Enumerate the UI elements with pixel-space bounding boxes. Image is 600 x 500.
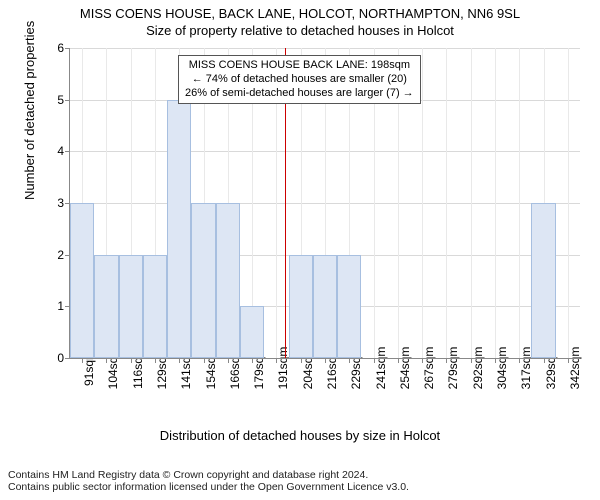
y-tick-label: 6: [50, 41, 64, 55]
footer-line1: Contains HM Land Registry data © Crown c…: [8, 469, 592, 482]
chart-title-main: MISS COENS HOUSE, BACK LANE, HOLCOT, NOR…: [0, 0, 600, 21]
annotation-line: 26% of semi-detached houses are larger (…: [185, 87, 414, 101]
annotation-line: ← 74% of detached houses are smaller (20…: [185, 73, 414, 87]
x-tick-label: 292sqm: [471, 347, 485, 390]
x-tick-label: 267sqm: [422, 347, 436, 390]
x-axis-line: [70, 358, 580, 359]
y-tick-label: 4: [50, 144, 64, 158]
bar: [94, 255, 118, 358]
chart-container: MISS COENS HOUSE, BACK LANE, HOLCOT, NOR…: [0, 0, 600, 500]
y-tick-label: 2: [50, 248, 64, 262]
bar: [119, 255, 143, 358]
bar: [313, 255, 337, 358]
x-tick-label: 254sqm: [398, 347, 412, 390]
x-tick-label: 342sqm: [568, 347, 582, 390]
y-axis-line: [69, 48, 70, 358]
gridline-v: [568, 48, 569, 358]
bar: [216, 203, 240, 358]
x-tick-label: 304sqm: [495, 347, 509, 390]
bar: [70, 203, 94, 358]
x-tick-label: 241sqm: [374, 347, 388, 390]
bar: [240, 306, 264, 358]
x-tick-label: 279sqm: [446, 347, 460, 390]
y-axis-label: Number of detached properties: [22, 21, 37, 200]
gridline-v: [422, 48, 423, 358]
bar: [167, 100, 191, 358]
bar: [289, 255, 313, 358]
gridline-v: [495, 48, 496, 358]
chart-title-sub: Size of property relative to detached ho…: [0, 21, 600, 38]
footer-line2: Contains public sector information licen…: [8, 481, 592, 494]
bar: [531, 203, 555, 358]
bar: [191, 203, 215, 358]
y-tick-label: 3: [50, 196, 64, 210]
bar: [143, 255, 167, 358]
gridline-v: [471, 48, 472, 358]
x-axis-label: Distribution of detached houses by size …: [0, 428, 600, 443]
y-tick-label: 1: [50, 299, 64, 313]
gridline-v: [519, 48, 520, 358]
annotation-box: MISS COENS HOUSE BACK LANE: 198sqm← 74% …: [178, 55, 421, 104]
bar: [337, 255, 361, 358]
gridline-v: [446, 48, 447, 358]
footer-attribution: Contains HM Land Registry data © Crown c…: [8, 469, 592, 494]
annotation-line: MISS COENS HOUSE BACK LANE: 198sqm: [185, 59, 414, 73]
y-tick-label: 0: [50, 351, 64, 365]
y-tick-label: 5: [50, 93, 64, 107]
plot-area: 012345691sqm104sqm116sqm129sqm141sqm154s…: [70, 48, 580, 358]
